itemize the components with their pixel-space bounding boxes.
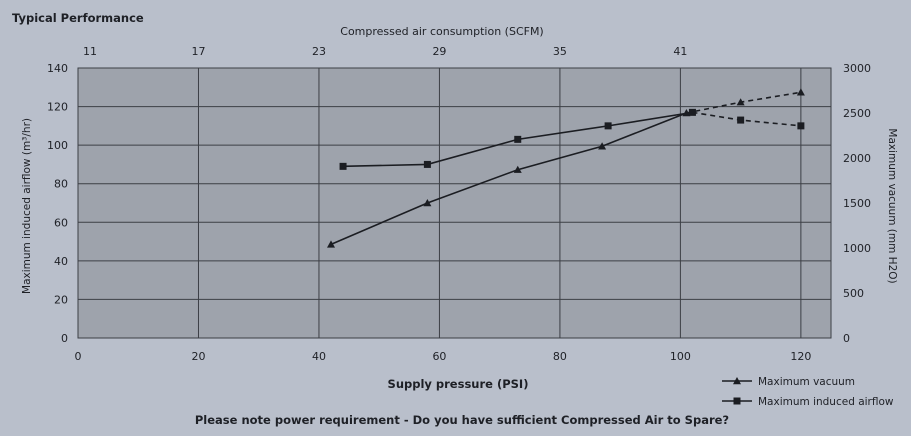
x2-tick-label: 41 [673, 45, 687, 58]
x-axis-label: Supply pressure (PSI) [388, 377, 529, 391]
data-point-triangle [736, 98, 745, 106]
data-point-triangle [513, 165, 522, 173]
x2-tick-label: 29 [432, 45, 446, 58]
y-tick-label: 20 [54, 293, 68, 306]
data-point-triangle [423, 199, 432, 207]
y-tick-label: 140 [47, 62, 68, 75]
x-tick-label: 20 [191, 350, 205, 363]
y2-tick-label: 500 [843, 287, 864, 300]
x2-tick-label: 17 [191, 45, 205, 58]
data-point-triangle [682, 109, 691, 117]
y-tick-label: 60 [54, 216, 68, 229]
x2-tick-label: 11 [83, 45, 97, 58]
top-axis-label: Compressed air consumption (SCFM) [340, 25, 543, 38]
legend-marker-triangle [733, 377, 741, 385]
data-point-square [688, 108, 696, 116]
data-point-square [514, 135, 522, 143]
y-tick-label: 40 [54, 255, 68, 268]
legend-marker-square [733, 397, 741, 405]
data-point-square [339, 162, 347, 170]
data-point-triangle [327, 240, 336, 248]
y-tick-label: 0 [61, 332, 68, 345]
right-axis-label: Maximum vacuum (mm H2O) [886, 128, 898, 283]
x-tick-label: 100 [670, 350, 691, 363]
y-tick-label: 100 [47, 139, 68, 152]
chart-title: Typical Performance [12, 11, 144, 25]
y2-tick-label: 1000 [843, 242, 871, 255]
legend-label: Maximum vacuum [758, 376, 855, 388]
x-tick-label: 120 [790, 350, 811, 363]
x-tick-label: 0 [75, 350, 82, 363]
legend-label: Maximum induced airflow [758, 396, 894, 408]
data-point-square [737, 116, 745, 124]
data-point-triangle [598, 142, 607, 150]
y-tick-label: 80 [54, 178, 68, 191]
y-tick-label: 120 [47, 101, 68, 114]
x-tick-label: 40 [312, 350, 326, 363]
y-axis-label: Maximum induced airflow (m³/hr) [21, 118, 33, 294]
data-point-square [797, 122, 805, 130]
x2-tick-label: 35 [553, 45, 567, 58]
y2-tick-label: 2500 [843, 107, 871, 120]
data-point-square [423, 160, 431, 168]
y2-tick-label: 3000 [843, 62, 871, 75]
plot-area [77, 67, 832, 339]
y2-tick-label: 2000 [843, 152, 871, 165]
data-point-triangle [796, 88, 805, 96]
footer-note: Please note power requirement - Do you h… [195, 413, 729, 427]
x-tick-label: 60 [432, 350, 446, 363]
y2-tick-label: 0 [843, 332, 850, 345]
data-point-square [604, 122, 612, 130]
x-tick-label: 80 [553, 350, 567, 363]
x2-tick-label: 23 [312, 45, 326, 58]
y2-tick-label: 1500 [843, 197, 871, 210]
